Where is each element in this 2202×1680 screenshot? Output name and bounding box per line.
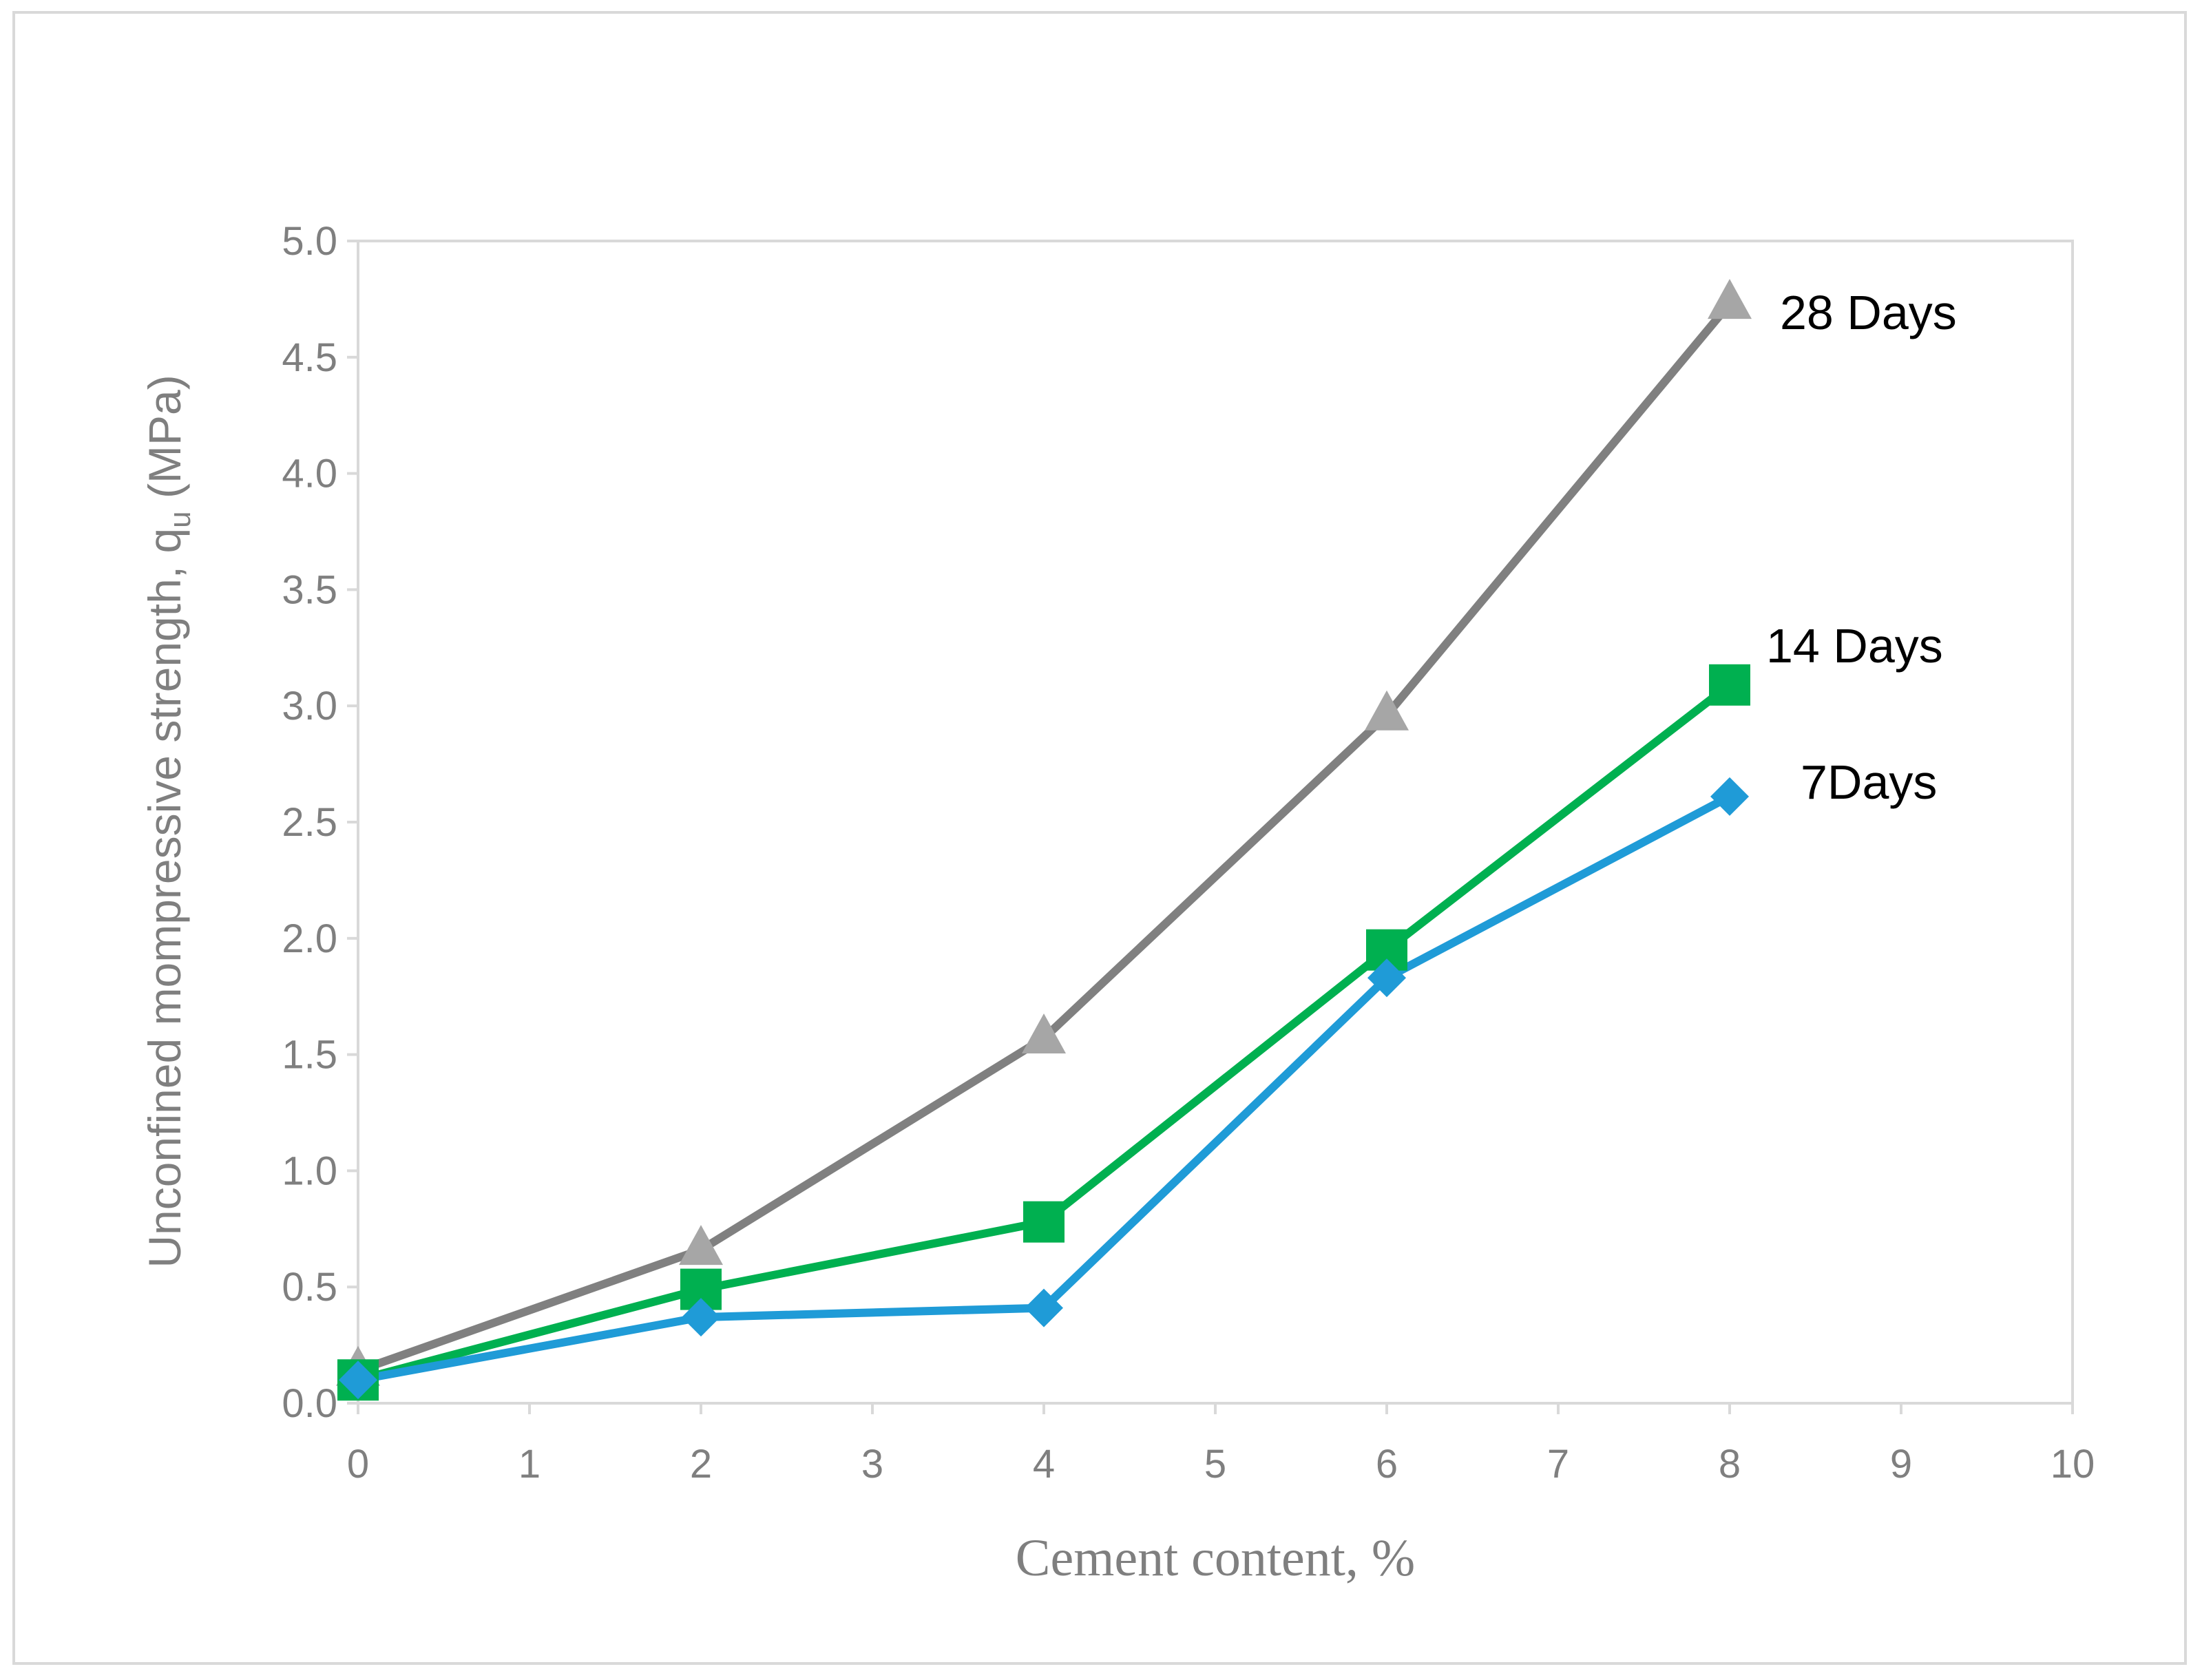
y-tick-label: 4.0 bbox=[282, 452, 337, 496]
x-tick-label: 2 bbox=[690, 1442, 712, 1487]
y-tick-label: 3.0 bbox=[282, 684, 337, 728]
data-point-28-days bbox=[679, 1225, 723, 1266]
series-label-7days: 7Days bbox=[1801, 755, 1937, 809]
plot-area-border bbox=[357, 240, 2074, 1405]
data-point-14-days bbox=[1023, 1201, 1065, 1243]
data-point-28-days bbox=[1708, 279, 1752, 319]
data-point-28-days bbox=[1365, 690, 1409, 731]
series-label-28-days: 28 Days bbox=[1780, 286, 1957, 339]
y-tick-label: 5.0 bbox=[282, 219, 337, 264]
x-tick-label: 10 bbox=[2051, 1442, 2095, 1487]
data-point-7days bbox=[682, 1298, 720, 1337]
x-tick-label: 7 bbox=[1547, 1442, 1569, 1487]
y-axis-label: Unconfined mompressive strength, qu (MPa… bbox=[139, 375, 197, 1268]
y-tick-label: 4.5 bbox=[282, 335, 337, 380]
y-tick-label: 2.5 bbox=[282, 800, 337, 845]
x-axis-label: Cement content, % bbox=[1016, 1529, 1415, 1587]
x-tick-label: 3 bbox=[861, 1442, 883, 1487]
data-point-28-days bbox=[1022, 1013, 1066, 1053]
x-tick-label: 6 bbox=[1376, 1442, 1398, 1487]
data-point-7days bbox=[339, 1361, 377, 1400]
series-label-14-days: 14 Days bbox=[1766, 619, 1943, 673]
x-tick-label: 9 bbox=[1890, 1442, 1912, 1487]
y-tick-label: 1.5 bbox=[282, 1033, 337, 1078]
y-axis-label-unit: (MPa) bbox=[139, 375, 190, 511]
chart-frame bbox=[12, 11, 2187, 1665]
y-tick-label: 0.0 bbox=[282, 1381, 337, 1426]
data-point-14-days bbox=[1709, 664, 1750, 706]
x-tick-label: 0 bbox=[347, 1442, 369, 1487]
y-tick-label: 2.0 bbox=[282, 916, 337, 961]
y-axis-label-subscript: u bbox=[163, 511, 197, 527]
y-tick-label: 3.5 bbox=[282, 567, 337, 612]
data-point-7days bbox=[1367, 958, 1406, 998]
x-tick-label: 5 bbox=[1204, 1442, 1226, 1487]
y-tick-label: 1.0 bbox=[282, 1148, 337, 1193]
x-tick-label: 1 bbox=[518, 1442, 541, 1487]
y-tick-label: 0.5 bbox=[282, 1265, 337, 1310]
data-point-7days bbox=[1025, 1288, 1063, 1327]
x-tick-label: 8 bbox=[1719, 1442, 1741, 1487]
data-point-7days bbox=[1710, 777, 1749, 816]
x-tick-label: 4 bbox=[1033, 1442, 1055, 1487]
